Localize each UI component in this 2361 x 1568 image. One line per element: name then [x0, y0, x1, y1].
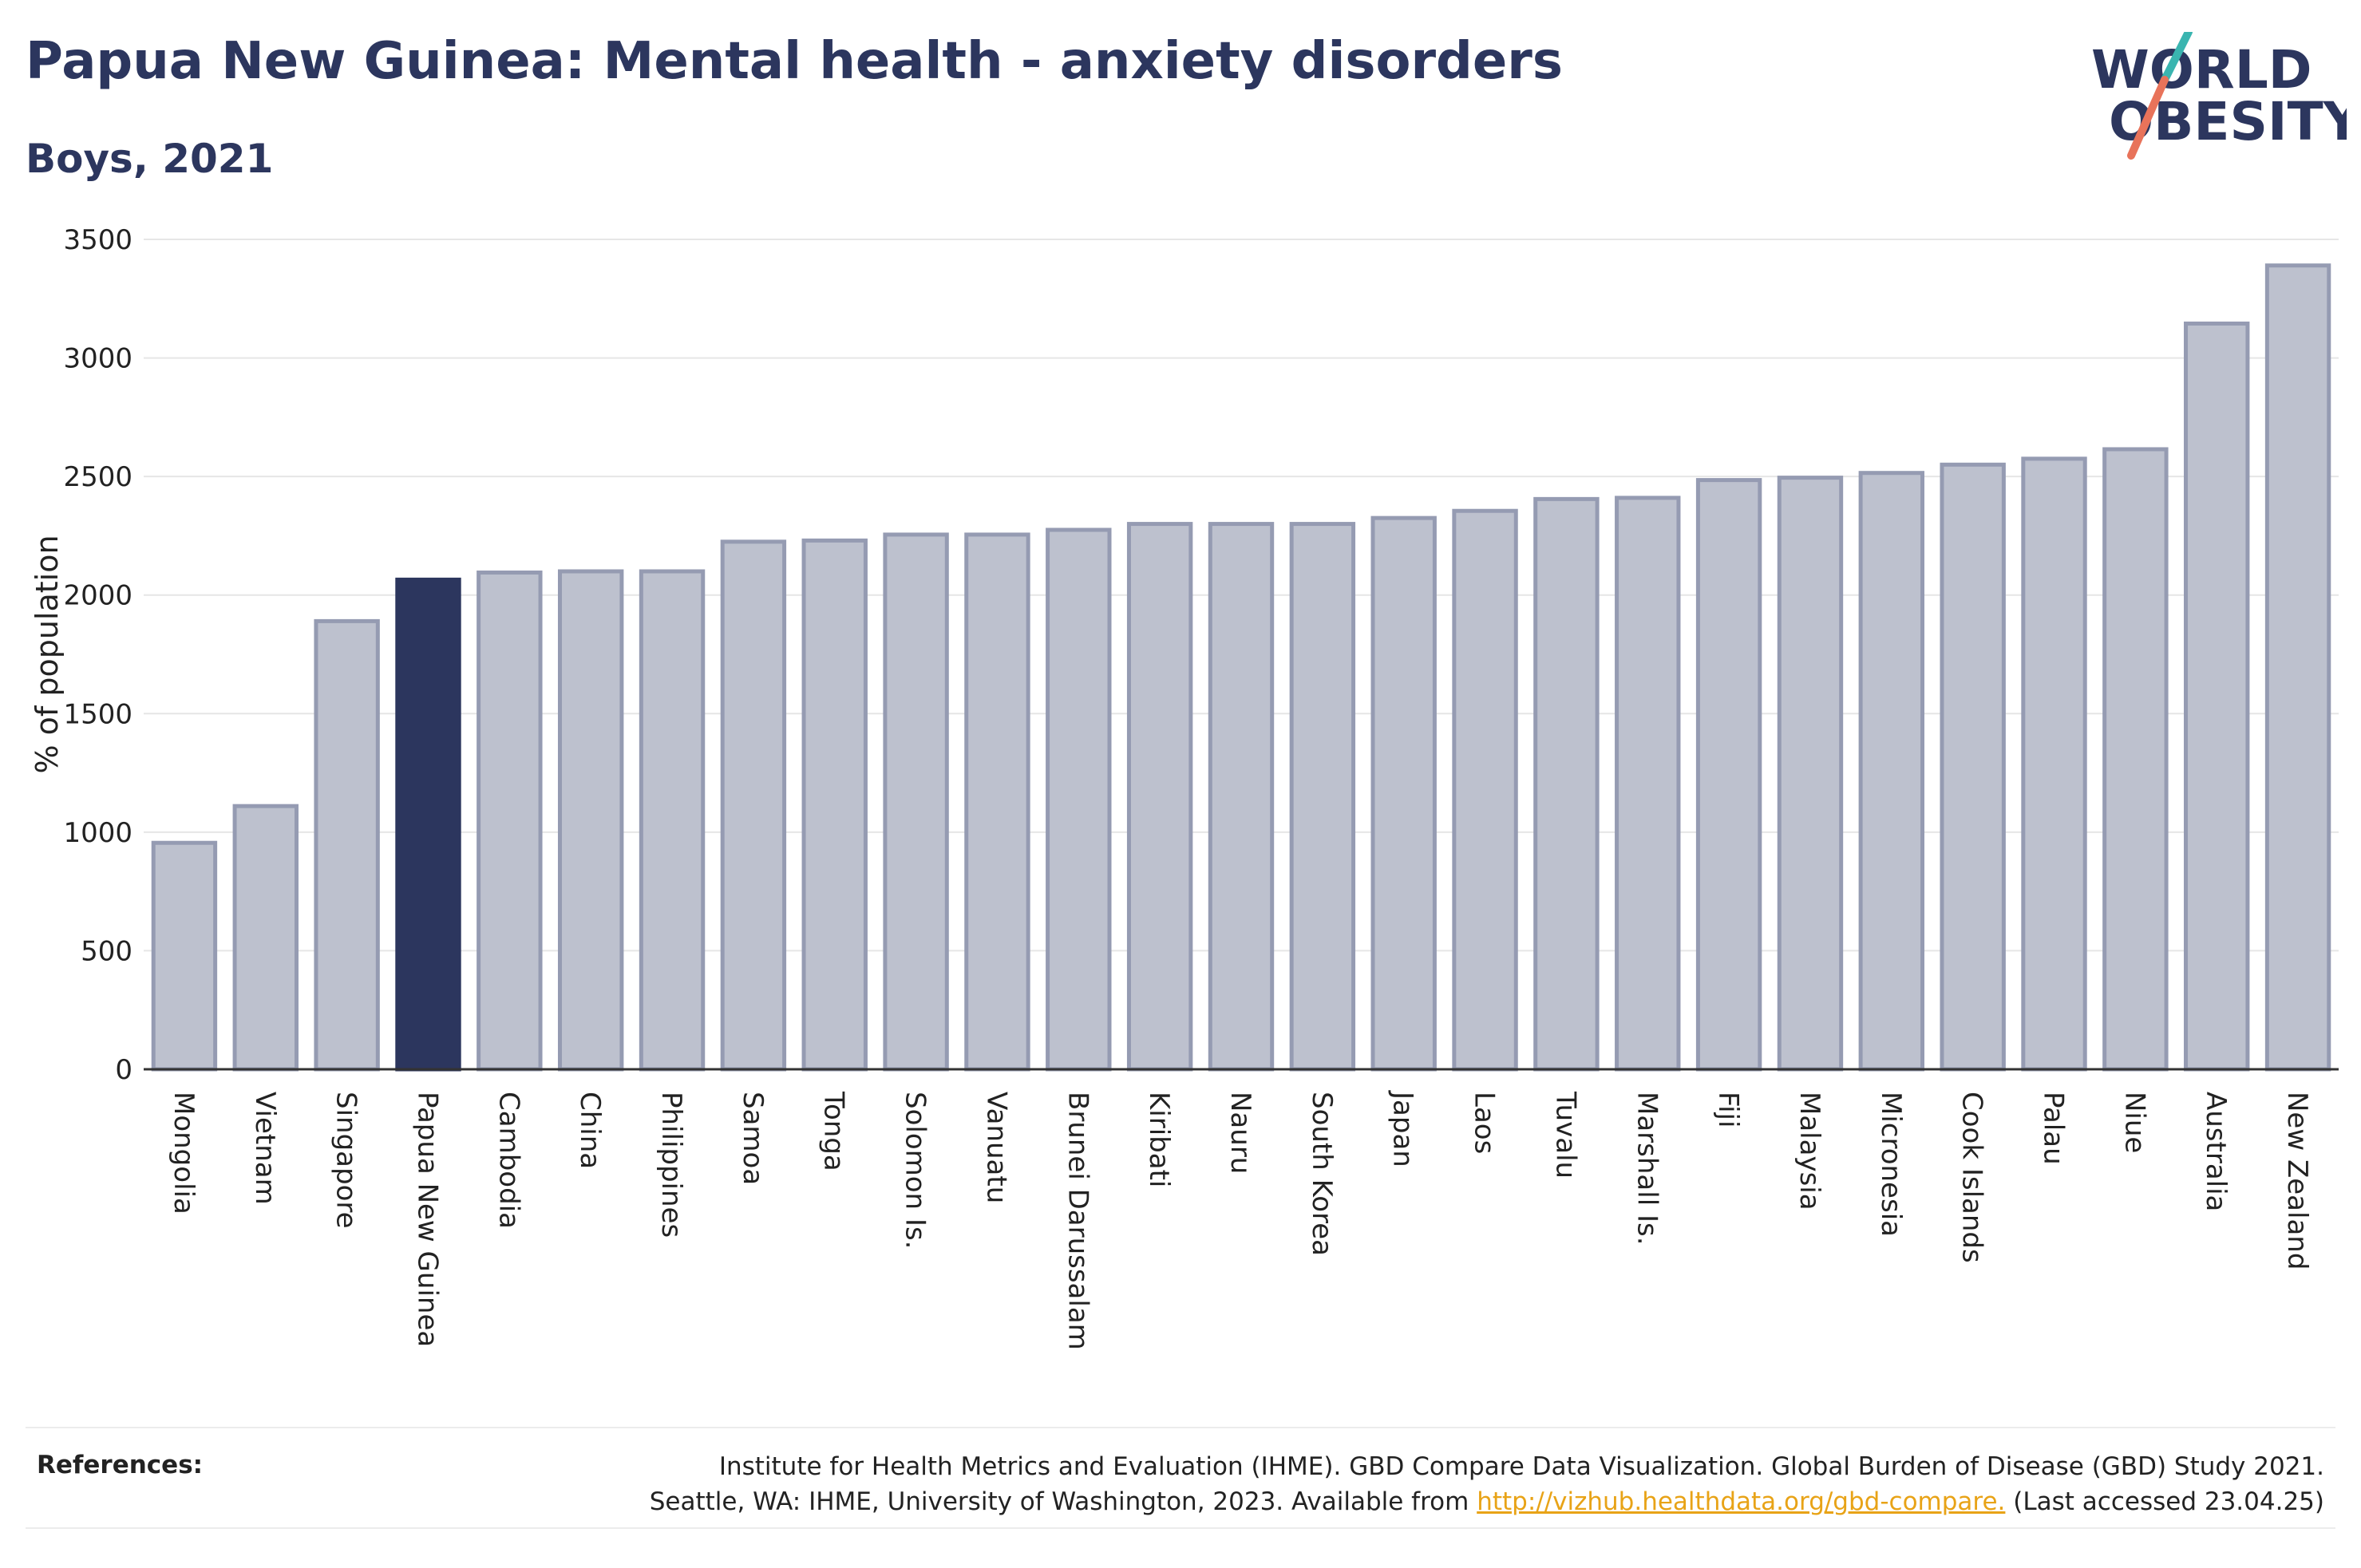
bar [1289, 522, 1356, 1072]
y-axis-label: % of population [30, 535, 65, 773]
references-line-2: Seattle, WA: IHME, University of Washing… [650, 1484, 2324, 1519]
bar [2264, 263, 2331, 1072]
x-tick-label: Malaysia [1793, 1092, 1825, 1211]
bar [1777, 476, 1844, 1072]
bar [1695, 478, 1762, 1072]
references-line-2-before: Seattle, WA: IHME, University of Washing… [649, 1487, 1477, 1516]
bar-highlight [395, 577, 461, 1072]
x-tick-label: Tuvalu [1549, 1091, 1581, 1179]
x-tick-label: Solomon Is. [900, 1092, 931, 1249]
y-tick-label: 2000 [63, 580, 132, 612]
x-tick-label: Kiribati [1143, 1092, 1175, 1187]
x-tick-label: Vietnam [249, 1092, 281, 1205]
y-tick-label: 0 [115, 1054, 132, 1086]
bar [314, 618, 380, 1072]
x-tick-label: Niue [2118, 1092, 2150, 1153]
bar [2021, 456, 2087, 1072]
x-tick-label: Australia [2200, 1092, 2232, 1211]
bar [1208, 522, 1275, 1072]
bar [883, 532, 949, 1072]
x-tick-label: Mongolia [168, 1092, 200, 1215]
y-tick-label: 1500 [63, 698, 132, 730]
bar [1046, 527, 1112, 1072]
bar [557, 569, 624, 1072]
x-tick-label: Nauru [1224, 1092, 1256, 1174]
bar [151, 840, 218, 1072]
references-line-1: Institute for Health Metrics and Evaluat… [718, 1452, 2324, 1481]
bar [1370, 515, 1437, 1072]
x-tick-label: Vanuatu [980, 1092, 1012, 1203]
bar [639, 569, 706, 1072]
x-tick-label: Fiji [1712, 1092, 1744, 1128]
bar [232, 804, 299, 1072]
x-tick-label: Japan [1387, 1090, 1419, 1167]
bar [1858, 471, 1925, 1072]
bar [964, 532, 1030, 1072]
page-title: Papua New Guinea: Mental health - anxiet… [26, 32, 1563, 91]
x-tick-label: China [574, 1092, 606, 1169]
bar [1940, 462, 2006, 1072]
x-tick-label: Cook Islands [1956, 1092, 1988, 1263]
bar [801, 538, 868, 1072]
x-tick-label: Micronesia [1875, 1092, 1907, 1237]
y-tick-label: 2500 [63, 461, 132, 493]
x-tick-label: Palau [2038, 1092, 2070, 1165]
y-tick-label: 3000 [63, 343, 132, 375]
references-box: References: Institute for Health Metrics… [26, 1427, 2335, 1529]
logo-slash-bottom [2127, 76, 2169, 160]
bar [477, 570, 543, 1072]
bar-chart: 0 500 1000 1500 2000 2500 3000 3500 % of populat… [30, 224, 2339, 1350]
page-subtitle: Boys, 2021 [26, 136, 274, 182]
references-link[interactable]: http://vizhub.healthdata.org/gbd-compare… [1477, 1487, 2006, 1516]
y-tick-label: 1000 [63, 817, 132, 849]
world-obesity-logo: WORLD OBESITY [2091, 32, 2347, 160]
x-tick-label: Papua New Guinea [411, 1092, 443, 1347]
logo-text-world: WORLD [2091, 39, 2312, 101]
bar [2102, 447, 2169, 1072]
y-tick-label: 500 [81, 935, 132, 967]
x-tick-label: South Korea [1306, 1092, 1338, 1256]
bar [1452, 508, 1518, 1072]
bar [1615, 496, 1681, 1072]
x-tick-label: New Zealand [2281, 1092, 2313, 1270]
x-tick-label: Laos [1469, 1092, 1501, 1154]
x-tick-label: Marshall Is. [1631, 1092, 1663, 1246]
x-tick-label: Samoa [737, 1092, 769, 1185]
x-tick-label: Philippines [655, 1092, 687, 1238]
bar [1126, 522, 1193, 1072]
references-text: Institute for Health Metrics and Evaluat… [650, 1449, 2324, 1519]
bar [720, 539, 787, 1072]
x-tick-label: Tonga [818, 1091, 850, 1171]
x-tick-label: Cambodia [492, 1092, 524, 1229]
bar [1533, 496, 1600, 1072]
x-tick-label: Brunei Darussalam [1062, 1092, 1093, 1350]
logo-slash-top [2161, 32, 2193, 84]
references-line-2-after: (Last accessed 23.04.25) [2005, 1487, 2324, 1516]
x-tick-label: Singapore [330, 1092, 362, 1229]
y-tick-label: 3500 [63, 224, 132, 256]
references-label: References: [37, 1451, 204, 1479]
bar [2184, 321, 2250, 1072]
